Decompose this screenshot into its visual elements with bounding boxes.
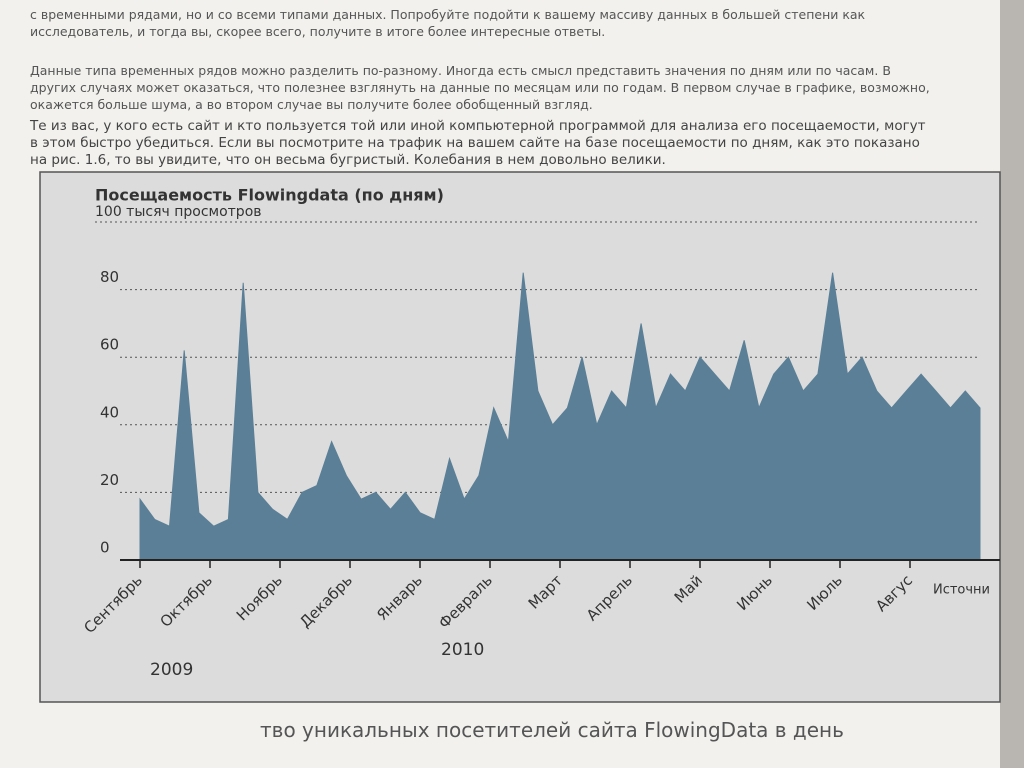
source-label: Источни: [933, 583, 990, 598]
y-tick-label: 20: [100, 471, 119, 489]
y-tick-label: 80: [100, 268, 119, 286]
paragraph: Данные типа временных рядов можно раздел…: [30, 63, 930, 112]
chart-title: Посещаемость Flowingdata (по дням): [95, 186, 444, 205]
figure-caption: тво уникальных посетителей сайта Flowing…: [260, 718, 844, 742]
paragraph: с временными рядами, но и со всеми типам…: [30, 7, 866, 39]
y-tick-label: 60: [100, 336, 119, 354]
paragraph: Те из вас, у кого есть сайт и кто пользу…: [30, 118, 926, 168]
y-tick-label: 100 тысяч просмотров: [95, 204, 262, 220]
area: [139, 272, 981, 561]
year-label: 2010: [441, 640, 484, 660]
year-label: 2009: [150, 660, 193, 680]
y-tick-label: 0: [100, 539, 110, 557]
y-tick-label: 40: [100, 403, 119, 421]
